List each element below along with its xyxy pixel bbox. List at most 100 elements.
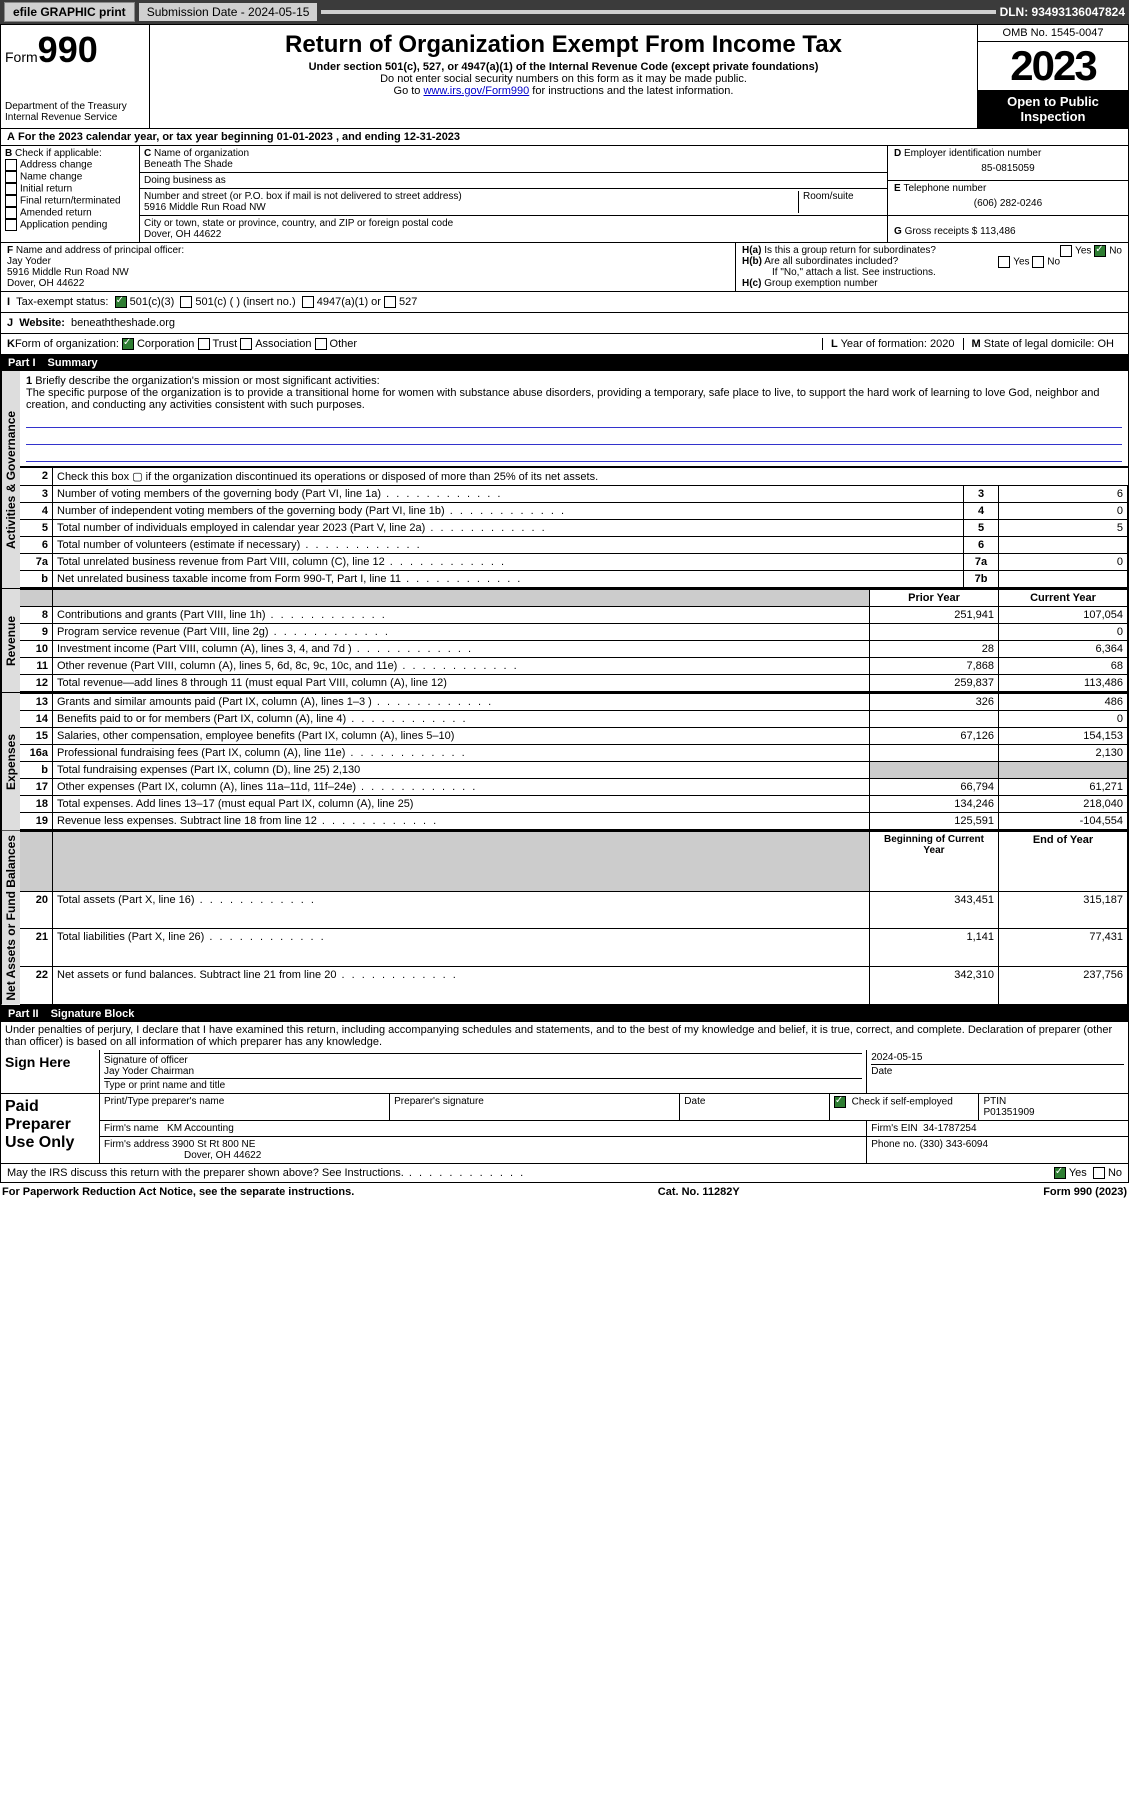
open-public: Open to Public Inspection bbox=[978, 90, 1128, 128]
irs-discuss: May the IRS discuss this return with the… bbox=[0, 1164, 1129, 1183]
val-7a: 0 bbox=[999, 554, 1128, 571]
chk-app-pending[interactable] bbox=[5, 219, 17, 231]
ptin: P01351909 bbox=[983, 1107, 1034, 1118]
chk-trust[interactable] bbox=[198, 338, 210, 350]
c11: 68 bbox=[999, 658, 1128, 675]
line-11: Other revenue (Part VIII, column (A), li… bbox=[53, 658, 870, 675]
line-15: Salaries, other compensation, employee b… bbox=[53, 728, 870, 745]
c13: 486 bbox=[999, 694, 1128, 711]
dln: DLN: 93493136047824 bbox=[1000, 5, 1125, 19]
tab-expenses: Expenses bbox=[1, 693, 20, 830]
c12: 113,486 bbox=[999, 675, 1128, 692]
line-6: Total number of volunteers (estimate if … bbox=[53, 537, 964, 554]
line-7b: Net unrelated business taxable income fr… bbox=[53, 571, 964, 588]
chk-discuss-no[interactable] bbox=[1093, 1167, 1105, 1179]
e21: 77,431 bbox=[999, 929, 1128, 967]
line-19: Revenue less expenses. Subtract line 18 … bbox=[53, 813, 870, 830]
section-C: C Name of organizationBeneath The Shade … bbox=[140, 146, 887, 242]
val-3: 6 bbox=[999, 486, 1128, 503]
line-4: Number of independent voting members of … bbox=[53, 503, 964, 520]
chk-discuss-yes[interactable] bbox=[1054, 1167, 1066, 1179]
form-header: Form990 Department of the Treasury Inter… bbox=[0, 24, 1129, 129]
line-J: J Website: beneaththeshade.org bbox=[0, 313, 1129, 334]
irs-link[interactable]: www.irs.gov/Form990 bbox=[423, 85, 529, 97]
b21: 1,141 bbox=[870, 929, 999, 967]
p13: 326 bbox=[870, 694, 999, 711]
section-F: F Name and address of principal officer:… bbox=[1, 243, 735, 291]
chk-initial-return[interactable] bbox=[5, 183, 17, 195]
omb-number: OMB No. 1545-0047 bbox=[978, 25, 1128, 42]
p18: 134,246 bbox=[870, 796, 999, 813]
line-20: Total assets (Part X, line 16) bbox=[53, 891, 870, 929]
p8: 251,941 bbox=[870, 607, 999, 624]
telephone: (606) 282-0246 bbox=[894, 194, 1122, 213]
firm-name: KM Accounting bbox=[167, 1123, 234, 1134]
line-KLM: K Form of organization: Corporation Trus… bbox=[0, 334, 1129, 355]
p19: 125,591 bbox=[870, 813, 999, 830]
gross-receipts: 113,486 bbox=[980, 226, 1015, 237]
chk-527[interactable] bbox=[384, 296, 396, 308]
org-name: Beneath The Shade bbox=[144, 159, 233, 170]
page-footer: For Paperwork Reduction Act Notice, see … bbox=[0, 1183, 1129, 1201]
line-2: Check this box ▢ if the organization dis… bbox=[53, 468, 1128, 486]
chk-Hb-yes[interactable] bbox=[998, 256, 1010, 268]
firm-ein: 34-1787254 bbox=[923, 1123, 976, 1134]
e20: 315,187 bbox=[999, 891, 1128, 929]
chk-final-return[interactable] bbox=[5, 195, 17, 207]
form-label: Form bbox=[5, 49, 38, 65]
c9: 0 bbox=[999, 624, 1128, 641]
chk-501c3[interactable] bbox=[115, 296, 127, 308]
b22: 342,310 bbox=[870, 966, 999, 1004]
ein: 85-0815059 bbox=[894, 159, 1122, 178]
chk-501c[interactable] bbox=[180, 296, 192, 308]
val-6 bbox=[999, 537, 1128, 554]
chk-Hb-no[interactable] bbox=[1032, 256, 1044, 268]
chk-amended[interactable] bbox=[5, 207, 17, 219]
org-address: 5916 Middle Run Road NW bbox=[144, 202, 266, 213]
line-8: Contributions and grants (Part VIII, lin… bbox=[53, 607, 870, 624]
section-DEG: D Employer identification number85-08150… bbox=[887, 146, 1128, 242]
line-10: Investment income (Part VIII, column (A)… bbox=[53, 641, 870, 658]
chk-name-change[interactable] bbox=[5, 171, 17, 183]
tax-year: 2023 bbox=[978, 42, 1128, 90]
c10: 6,364 bbox=[999, 641, 1128, 658]
chk-Ha-yes[interactable] bbox=[1060, 245, 1072, 257]
paid-preparer-label: Paid Preparer Use Only bbox=[1, 1094, 100, 1163]
b20: 343,451 bbox=[870, 891, 999, 929]
chk-Ha-no[interactable] bbox=[1094, 245, 1106, 257]
chk-address-change[interactable] bbox=[5, 159, 17, 171]
mission-text: The specific purpose of the organization… bbox=[26, 387, 1100, 411]
val-7b bbox=[999, 571, 1128, 588]
officer-name: Jay Yoder bbox=[7, 256, 51, 267]
form-title: Return of Organization Exempt From Incom… bbox=[158, 31, 969, 59]
val-5: 5 bbox=[999, 520, 1128, 537]
sign-date: 2024-05-15 bbox=[871, 1052, 922, 1063]
p11: 7,868 bbox=[870, 658, 999, 675]
firm-address: 3900 St Rt 800 NE bbox=[172, 1139, 255, 1150]
line-5: Total number of individuals employed in … bbox=[53, 520, 964, 537]
website: beneaththeshade.org bbox=[71, 317, 175, 329]
submission-date: Submission Date - 2024-05-15 bbox=[139, 3, 318, 21]
line-17: Other expenses (Part IX, column (A), lin… bbox=[53, 779, 870, 796]
line-21: Total liabilities (Part X, line 26) bbox=[53, 929, 870, 967]
section-B: B Check if applicable: Address change Na… bbox=[1, 146, 140, 242]
signature-block: Sign Here Signature of officer Jay Yoder… bbox=[0, 1050, 1129, 1164]
efile-print-button[interactable]: efile GRAPHIC print bbox=[4, 2, 135, 22]
org-city: Dover, OH 44622 bbox=[144, 229, 221, 240]
subtitle-2: Do not enter social security numbers on … bbox=[158, 73, 969, 85]
line-18: Total expenses. Add lines 13–17 (must eq… bbox=[53, 796, 870, 813]
tab-revenue: Revenue bbox=[1, 589, 20, 692]
p10: 28 bbox=[870, 641, 999, 658]
chk-corp[interactable] bbox=[122, 338, 134, 350]
chk-self-employed[interactable] bbox=[834, 1096, 846, 1108]
col-prior-year: Prior Year bbox=[870, 590, 999, 607]
irs-label: Internal Revenue Service bbox=[5, 112, 145, 123]
chk-assoc[interactable] bbox=[240, 338, 252, 350]
col-current-year: Current Year bbox=[999, 590, 1128, 607]
chk-other[interactable] bbox=[315, 338, 327, 350]
line-14: Benefits paid to or for members (Part IX… bbox=[53, 711, 870, 728]
c18: 218,040 bbox=[999, 796, 1128, 813]
line-A: A For the 2023 calendar year, or tax yea… bbox=[0, 129, 1129, 146]
sign-here-label: Sign Here bbox=[1, 1050, 100, 1093]
chk-4947[interactable] bbox=[302, 296, 314, 308]
